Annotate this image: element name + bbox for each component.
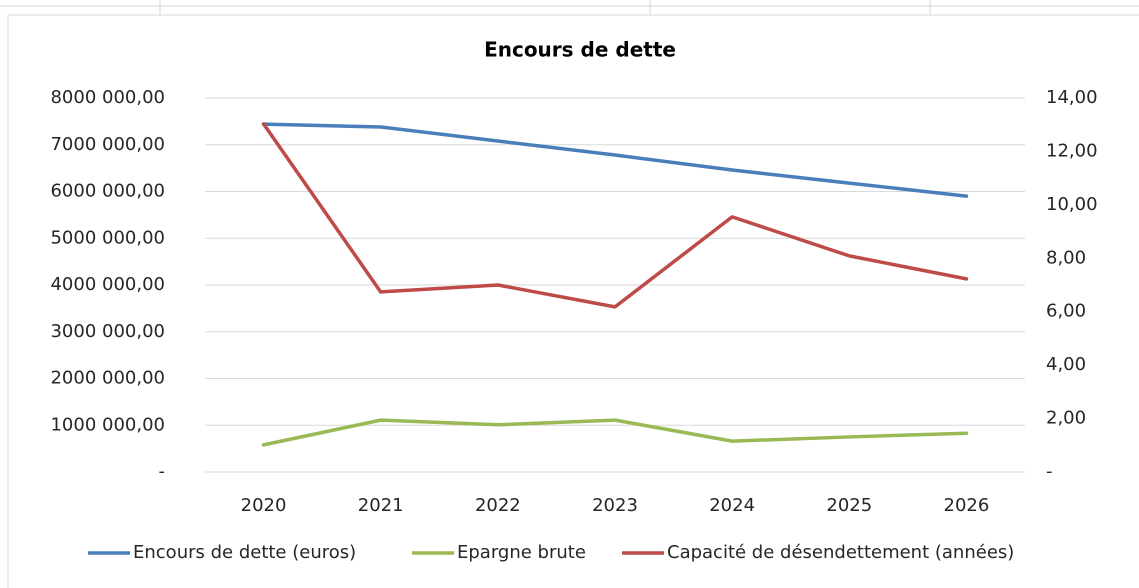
y-tick-label: 3000 000,00 — [50, 321, 165, 342]
y-tick-label: - — [159, 461, 166, 482]
legend-label: Epargne brute — [457, 542, 586, 563]
x-tick-label: 2021 — [358, 495, 404, 516]
x-tick-label: 2020 — [241, 495, 287, 516]
series-line — [261, 122, 969, 198]
y2-tick-label: 2,00 — [1046, 408, 1086, 429]
y-tick-label: 8000 000,00 — [50, 87, 165, 108]
y2-tick-label: 12,00 — [1046, 140, 1098, 161]
legend-label: Capacité de désendettement (années) — [667, 542, 1014, 563]
x-tick-label: 2025 — [826, 495, 872, 516]
x-tick-label: 2022 — [475, 495, 521, 516]
y2-tick-label: 10,00 — [1046, 194, 1098, 215]
y-tick-label: 4000 000,00 — [50, 274, 165, 295]
chart-frame — [7, 14, 1139, 588]
y-tick-label: 5000 000,00 — [50, 227, 165, 248]
y-tick-label: 2000 000,00 — [50, 368, 165, 389]
y2-tick-label: 6,00 — [1046, 301, 1086, 322]
legend-label: Encours de dette (euros) — [133, 542, 356, 563]
y-tick-label: 7000 000,00 — [50, 134, 165, 155]
y-tick-label: 6000 000,00 — [50, 181, 165, 202]
series-line — [261, 122, 969, 309]
x-tick-label: 2023 — [592, 495, 638, 516]
y-tick-label: 1000 000,00 — [50, 414, 165, 435]
y2-tick-label: 4,00 — [1046, 354, 1086, 375]
chart-title: Encours de dette — [484, 38, 676, 62]
x-tick-label: 2024 — [709, 495, 755, 516]
y2-tick-label: 14,00 — [1046, 87, 1098, 108]
series-line — [261, 418, 969, 447]
y2-tick-label: - — [1046, 461, 1053, 482]
x-tick-label: 2026 — [944, 495, 990, 516]
y2-tick-label: 8,00 — [1046, 247, 1086, 268]
